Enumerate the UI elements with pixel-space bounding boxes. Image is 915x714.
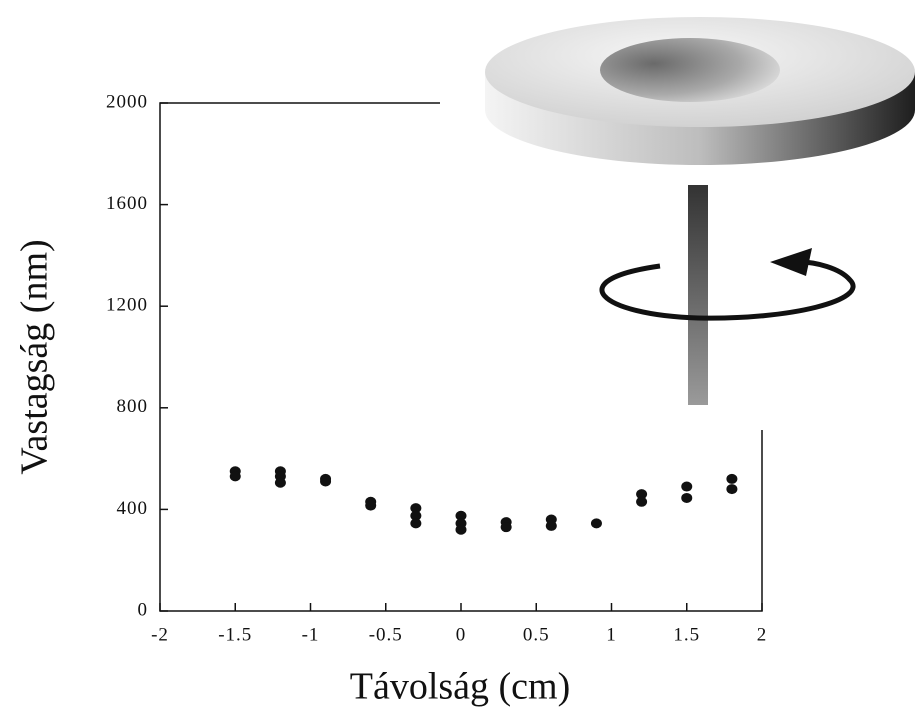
- plot-area: -2 -1.5 -1 -0.5 0 0.5 1 1.5 2 0 400 800 1200 1600 2000: [106, 91, 768, 645]
- illustration: [440, 0, 915, 430]
- x-tick-label: -1: [302, 624, 320, 645]
- data-point: [545, 520, 557, 531]
- data-point: [229, 471, 241, 482]
- data-point: [726, 484, 738, 495]
- y-tick-label: 0: [138, 599, 149, 620]
- disk-recess: [600, 38, 780, 102]
- y-tick-label: 400: [117, 498, 149, 519]
- data-point: [636, 496, 648, 507]
- x-tick-label: 1: [606, 624, 617, 645]
- x-axis-title: Távolság (cm): [350, 666, 571, 708]
- data-point: [410, 503, 422, 514]
- x-tick-label: -1.5: [218, 624, 252, 645]
- data-point: [320, 476, 332, 487]
- data-point: [726, 473, 738, 484]
- y-tick-label: 2000: [106, 91, 148, 112]
- data-point: [410, 518, 422, 529]
- y-tick-label: 1600: [106, 193, 148, 214]
- data-point: [681, 492, 693, 503]
- data-point: [365, 500, 377, 511]
- x-tick-label: 1.5: [673, 624, 700, 645]
- data-point: [274, 477, 286, 488]
- x-tick-label: 0: [456, 624, 467, 645]
- data-point: [681, 481, 693, 492]
- y-tick-label: 800: [117, 396, 149, 417]
- x-tick-label: -0.5: [369, 624, 403, 645]
- x-tick-label: 0.5: [523, 624, 550, 645]
- data-point: [410, 510, 422, 521]
- data-point: [455, 524, 467, 535]
- y-tick-label: 1200: [106, 295, 148, 316]
- x-tick-label: 2: [757, 624, 768, 645]
- data-point: [500, 522, 512, 533]
- cover: [600, 190, 915, 430]
- x-tick-label: -2: [151, 624, 169, 645]
- data-point: [590, 518, 602, 529]
- data-point: [455, 510, 467, 521]
- rotation-arrow: [599, 259, 856, 321]
- y-axis-title: Vastagság (nm): [14, 239, 56, 474]
- shaft: [688, 185, 708, 405]
- arrow-head: [770, 248, 812, 276]
- data-point: [636, 489, 648, 500]
